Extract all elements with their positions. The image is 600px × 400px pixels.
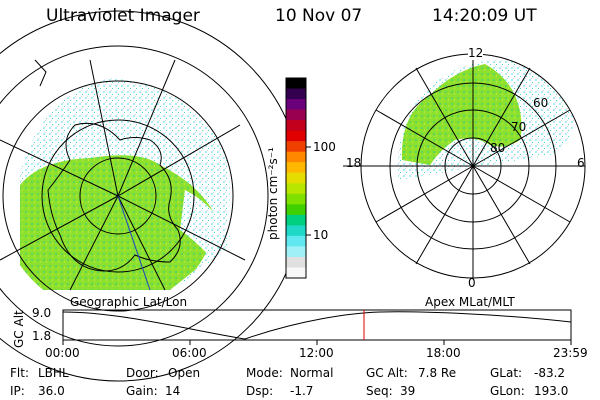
colorbar-segment: [286, 162, 306, 174]
colorbar-segment: [286, 130, 306, 142]
colorbar-unit-label: photon cm⁻²s⁻¹: [266, 147, 280, 240]
colorbar-segment: [286, 151, 306, 163]
colorbar-segment: [286, 172, 306, 184]
colorbar-tick-100: 100: [313, 140, 336, 154]
altitude-ytick-9: 9.0: [32, 306, 52, 320]
colorbar-segment: [286, 256, 306, 268]
time-label: 14:20:09 UT: [432, 6, 537, 26]
seq-value: 39: [400, 384, 416, 398]
right-map-caption: Apex MLat/MLT: [425, 295, 515, 309]
colorbar-segment: [286, 193, 306, 205]
colorbar-tick-10: 10: [313, 228, 329, 242]
ip-value: 36.0: [38, 384, 65, 398]
gcalt-value: 7.8 Re: [418, 366, 457, 380]
colorbar-segment: [286, 246, 306, 258]
glat-value: -83.2: [534, 366, 566, 380]
mlt-label-0: 0: [468, 276, 476, 290]
altitude-ytick-1-8: 1.8: [32, 329, 52, 343]
colorbar-segment: [286, 120, 306, 132]
left-image-emission: [20, 155, 215, 290]
colorbar-segment: [286, 78, 306, 90]
time-tick-1200: 12:00: [299, 346, 334, 360]
colorbar-segment: [286, 99, 306, 111]
flt-value: LBHL: [38, 366, 69, 380]
glon-value: 193.0: [534, 384, 569, 398]
lat-label-80: 80: [490, 141, 506, 155]
right-image-emission: [401, 64, 522, 165]
instrument-title: Ultraviolet Imager: [46, 6, 200, 26]
time-tick-2359: 23:59: [553, 346, 588, 360]
time-tick-1800: 18:00: [426, 346, 461, 360]
dsp-value: -1.7: [290, 384, 314, 398]
left-map-caption: Geographic Lat/Lon: [70, 295, 188, 309]
colorbar: [286, 78, 306, 279]
door-value: Open: [168, 366, 201, 380]
altitude-curve: [62, 311, 572, 340]
colorbar-segment: [286, 109, 306, 121]
mode-label: Mode:: [246, 366, 283, 380]
colorbar-segment: [286, 214, 306, 226]
altitude-ylabel: GC Alt: [12, 310, 26, 348]
coastline: [47, 122, 181, 272]
time-tick-0600: 06:00: [172, 346, 207, 360]
time-tick-0000: 00:00: [45, 346, 80, 360]
colorbar-segment: [286, 235, 306, 247]
dsp-label: Dsp:: [246, 384, 274, 398]
gain-label: Gain:: [126, 384, 158, 398]
seq-label: Seq:: [366, 384, 393, 398]
flt-label: Flt:: [10, 366, 29, 380]
glat-label: GLat:: [490, 366, 523, 380]
gain-value: 14: [165, 384, 181, 398]
mlt-label-12: 12: [468, 46, 484, 60]
date-label: 10 Nov 07: [275, 6, 363, 26]
mode-value: Normal: [290, 366, 334, 380]
colorbar-segment: [286, 141, 306, 153]
colorbar-segment: [286, 183, 306, 195]
gcalt-label: GC Alt:: [366, 366, 408, 380]
magnetic-map: [343, 53, 586, 279]
mlt-label-6: 6: [577, 156, 585, 170]
colorbar-segment: [286, 267, 306, 279]
ip-label: IP:: [10, 384, 25, 398]
altitude-plot: [62, 309, 572, 345]
colorbar-segment: [286, 204, 306, 216]
door-label: Door:: [126, 366, 159, 380]
lat-label-70: 70: [511, 120, 527, 134]
glon-label: GLon:: [490, 384, 525, 398]
geographic-map: [0, 10, 304, 382]
colorbar-segment: [286, 88, 306, 100]
lat-label-60: 60: [533, 96, 549, 110]
mlt-label-18: 18: [346, 156, 362, 170]
colorbar-segment: [286, 225, 306, 237]
